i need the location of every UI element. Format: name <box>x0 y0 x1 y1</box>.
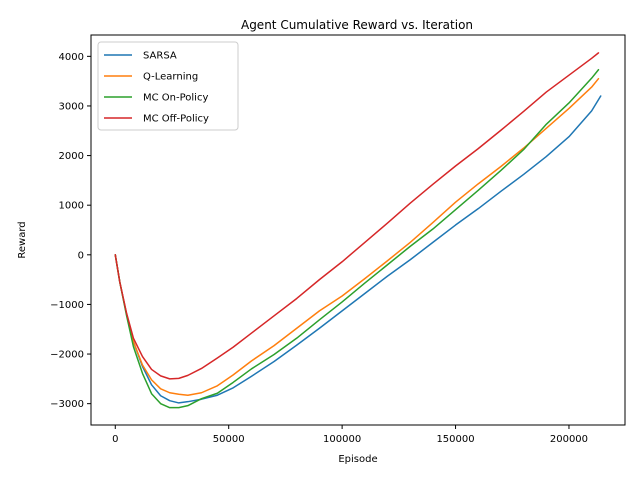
x-tick-label: 0 <box>112 434 118 445</box>
legend: SARSA Q-Learning MC On-Policy MC Off-Policy <box>97 41 239 131</box>
y-axis-ticks: −3000 −2000 −1000 0 1000 2000 3000 4000 <box>50 52 91 410</box>
y-tick-label: −2000 <box>50 350 84 361</box>
series-layer <box>114 52 602 409</box>
series-line-1 <box>114 95 602 404</box>
series-line-2 <box>114 77 600 396</box>
series-line-3 <box>114 68 600 409</box>
x-axis-ticks: 0 50000 100000 150000 200000 <box>112 425 588 445</box>
x-tick-label: 100000 <box>323 434 361 445</box>
legend-label: Q-Learning <box>143 72 198 83</box>
series-line-4 <box>114 52 600 380</box>
y-tick-label: 2000 <box>59 151 84 162</box>
y-tick-label: 1000 <box>59 201 84 212</box>
x-tick-label: 50000 <box>213 434 245 445</box>
legend-label: MC On-Policy <box>143 93 208 104</box>
y-tick-label: 0 <box>78 250 84 261</box>
y-tick-label: 4000 <box>59 52 84 63</box>
y-tick-label: −3000 <box>50 399 84 410</box>
x-tick-label: 150000 <box>436 434 474 445</box>
legend-label: SARSA <box>143 51 177 62</box>
legend-box <box>97 41 239 131</box>
chart-title: Agent Cumulative Reward vs. Iteration <box>241 18 473 32</box>
y-tick-label: −1000 <box>50 300 84 311</box>
x-axis-label: Episode <box>338 454 377 465</box>
x-tick-label: 200000 <box>550 434 588 445</box>
y-axis-label: Reward <box>17 221 28 258</box>
legend-label: MC Off-Policy <box>143 114 209 125</box>
y-tick-label: 3000 <box>59 101 84 112</box>
plot-frame <box>90 34 626 426</box>
